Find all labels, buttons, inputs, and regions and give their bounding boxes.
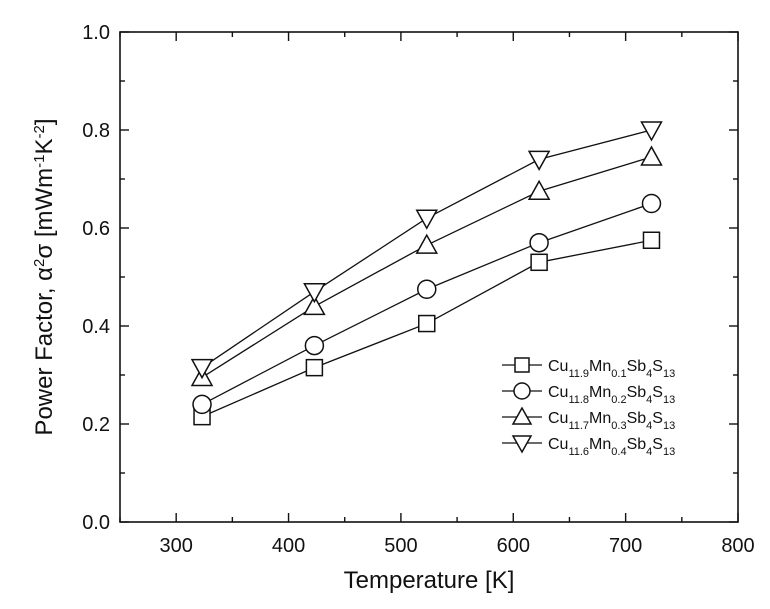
data-point-series-2 (529, 232, 549, 253)
legend-label-3: Cu11.7Mn0.3Sb4S13 (548, 410, 675, 432)
x-tick-label: 800 (721, 535, 754, 557)
data-point-series-4 (190, 358, 214, 380)
data-point-series-3 (640, 145, 663, 166)
data-point-series-1 (642, 231, 661, 249)
data-point-series-2 (304, 335, 325, 356)
legend-label-4: Cu11.6Mn0.4Sb4S13 (548, 436, 675, 458)
legend-marker-3 (511, 406, 533, 425)
legend-marker-4 (511, 435, 533, 454)
y-tick-label: 0.0 (82, 512, 110, 534)
legend-marker-1 (514, 357, 530, 373)
y-tick-label: 0.2 (82, 414, 110, 436)
x-axis-title: Temperature [K] (344, 567, 515, 594)
data-point-series-1 (530, 253, 548, 272)
legend-marker-2 (513, 382, 531, 400)
data-point-series-3 (527, 179, 551, 200)
y-tick-label: 0.6 (82, 218, 110, 240)
y-tick-label: 0.8 (82, 120, 110, 142)
legend-label-2: Cu11.8Mn0.2Sb4S13 (548, 384, 675, 406)
x-tick-label: 700 (609, 535, 642, 557)
data-point-series-4 (527, 150, 551, 171)
data-point-series-4 (640, 121, 663, 142)
data-point-series-2 (417, 279, 437, 299)
data-point-series-4 (415, 209, 439, 230)
x-tick-label: 300 (159, 535, 192, 557)
y-tick-label: 0.4 (82, 316, 110, 338)
data-point-series-4 (303, 282, 326, 304)
legend-label-1: Cu11.9Mn0.1Sb4S13 (548, 358, 675, 380)
x-tick-label: 500 (384, 535, 417, 557)
data-point-series-2 (641, 193, 662, 214)
data-point-series-1 (305, 358, 324, 377)
data-point-series-2 (192, 394, 212, 415)
x-tick-label: 600 (497, 535, 530, 557)
series-line-3 (201, 156, 652, 378)
data-point-series-1 (418, 314, 436, 333)
y-tick-label: 1.0 (82, 22, 110, 44)
y-axis-title: Power Factor, α2σ [mWm-1K-2] (31, 118, 59, 435)
data-point-series-3 (415, 233, 439, 254)
x-tick-label: 400 (272, 535, 305, 557)
data-point-series-3 (303, 294, 326, 316)
